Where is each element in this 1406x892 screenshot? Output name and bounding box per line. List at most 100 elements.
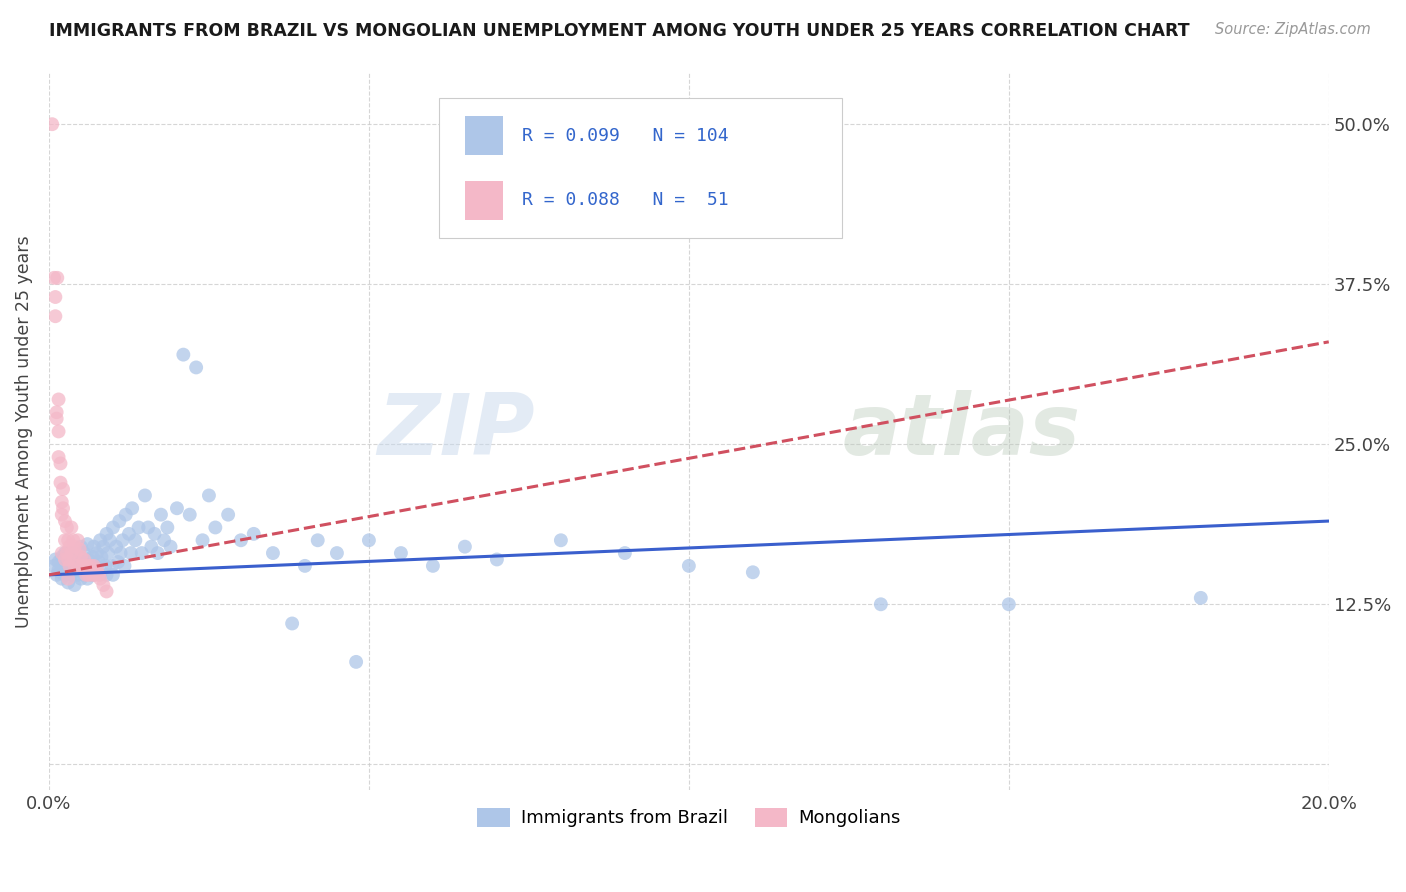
Point bbox=[198, 488, 221, 502]
Point bbox=[131, 546, 153, 560]
Point bbox=[63, 555, 86, 569]
Point bbox=[242, 527, 264, 541]
Point bbox=[53, 514, 76, 528]
Point bbox=[51, 572, 73, 586]
Point bbox=[166, 501, 188, 516]
Point bbox=[48, 425, 70, 439]
Point bbox=[51, 508, 73, 522]
Point bbox=[70, 549, 93, 564]
Point bbox=[60, 520, 83, 534]
Point bbox=[60, 546, 83, 560]
Point bbox=[56, 546, 79, 560]
Point bbox=[79, 558, 101, 573]
Point bbox=[75, 567, 97, 582]
Point bbox=[76, 572, 98, 586]
Point bbox=[485, 552, 508, 566]
Point bbox=[58, 540, 80, 554]
Point bbox=[70, 572, 93, 586]
Point bbox=[141, 540, 163, 554]
Point bbox=[62, 533, 84, 548]
Point bbox=[69, 542, 91, 557]
Point bbox=[53, 533, 76, 548]
Point bbox=[94, 558, 117, 573]
Point bbox=[63, 578, 86, 592]
Point bbox=[56, 566, 79, 580]
Point bbox=[56, 555, 79, 569]
Point bbox=[186, 360, 208, 375]
Point bbox=[53, 546, 76, 560]
Point bbox=[52, 558, 75, 573]
Point bbox=[41, 117, 63, 131]
Point bbox=[741, 566, 763, 580]
Point bbox=[83, 540, 105, 554]
Point bbox=[86, 546, 108, 560]
Point bbox=[105, 540, 128, 554]
Point bbox=[89, 572, 111, 586]
Point bbox=[83, 567, 105, 582]
Point bbox=[49, 457, 72, 471]
Point bbox=[70, 540, 93, 554]
Point bbox=[49, 475, 72, 490]
Point bbox=[149, 508, 172, 522]
Point bbox=[93, 540, 115, 554]
Point bbox=[66, 549, 89, 564]
Point bbox=[51, 495, 73, 509]
Point bbox=[326, 546, 349, 560]
Point bbox=[45, 567, 67, 582]
Point bbox=[62, 563, 84, 577]
Bar bbox=[465, 180, 503, 220]
Point bbox=[63, 558, 86, 573]
Text: Source: ZipAtlas.com: Source: ZipAtlas.com bbox=[1215, 22, 1371, 37]
Point bbox=[217, 508, 239, 522]
Point bbox=[65, 558, 87, 573]
Point bbox=[73, 546, 96, 560]
Point bbox=[124, 533, 146, 548]
Point bbox=[49, 566, 72, 580]
Point bbox=[53, 567, 76, 582]
Point bbox=[108, 514, 131, 528]
Point bbox=[294, 558, 316, 573]
Point bbox=[79, 567, 101, 582]
Point bbox=[69, 558, 91, 573]
Point bbox=[48, 555, 70, 569]
Point bbox=[42, 270, 65, 285]
Point bbox=[45, 411, 67, 425]
Text: ZIP: ZIP bbox=[378, 390, 536, 473]
Point bbox=[48, 450, 70, 464]
Point bbox=[60, 546, 83, 560]
Point bbox=[70, 555, 93, 569]
Point bbox=[550, 533, 572, 548]
Point bbox=[75, 558, 97, 573]
Point bbox=[96, 584, 118, 599]
Point bbox=[56, 552, 79, 566]
Point bbox=[48, 392, 70, 407]
Point bbox=[51, 549, 73, 564]
Point bbox=[153, 533, 176, 548]
Point bbox=[613, 546, 636, 560]
Bar bbox=[465, 116, 503, 155]
Point bbox=[101, 520, 124, 534]
Point bbox=[56, 552, 79, 566]
Point bbox=[98, 533, 121, 548]
Text: atlas: atlas bbox=[842, 390, 1081, 473]
Point bbox=[120, 546, 142, 560]
Point bbox=[454, 540, 477, 554]
Y-axis label: Unemployment Among Youth under 25 years: Unemployment Among Youth under 25 years bbox=[15, 235, 32, 628]
Point bbox=[76, 558, 98, 573]
Point bbox=[281, 616, 304, 631]
Text: IMMIGRANTS FROM BRAZIL VS MONGOLIAN UNEMPLOYMENT AMONG YOUTH UNDER 25 YEARS CORR: IMMIGRANTS FROM BRAZIL VS MONGOLIAN UNEM… bbox=[49, 22, 1189, 40]
Point bbox=[42, 558, 65, 573]
Point bbox=[114, 508, 136, 522]
Text: R = 0.099   N = 104: R = 0.099 N = 104 bbox=[523, 127, 730, 145]
Point bbox=[262, 546, 284, 560]
Point bbox=[86, 563, 108, 577]
Point bbox=[51, 546, 73, 560]
Point bbox=[89, 533, 111, 548]
Point bbox=[229, 533, 252, 548]
FancyBboxPatch shape bbox=[439, 98, 842, 238]
Text: R = 0.088   N =  51: R = 0.088 N = 51 bbox=[523, 191, 730, 210]
Point bbox=[107, 555, 129, 569]
Point bbox=[191, 533, 214, 548]
Point bbox=[82, 549, 104, 564]
Point bbox=[136, 520, 159, 534]
